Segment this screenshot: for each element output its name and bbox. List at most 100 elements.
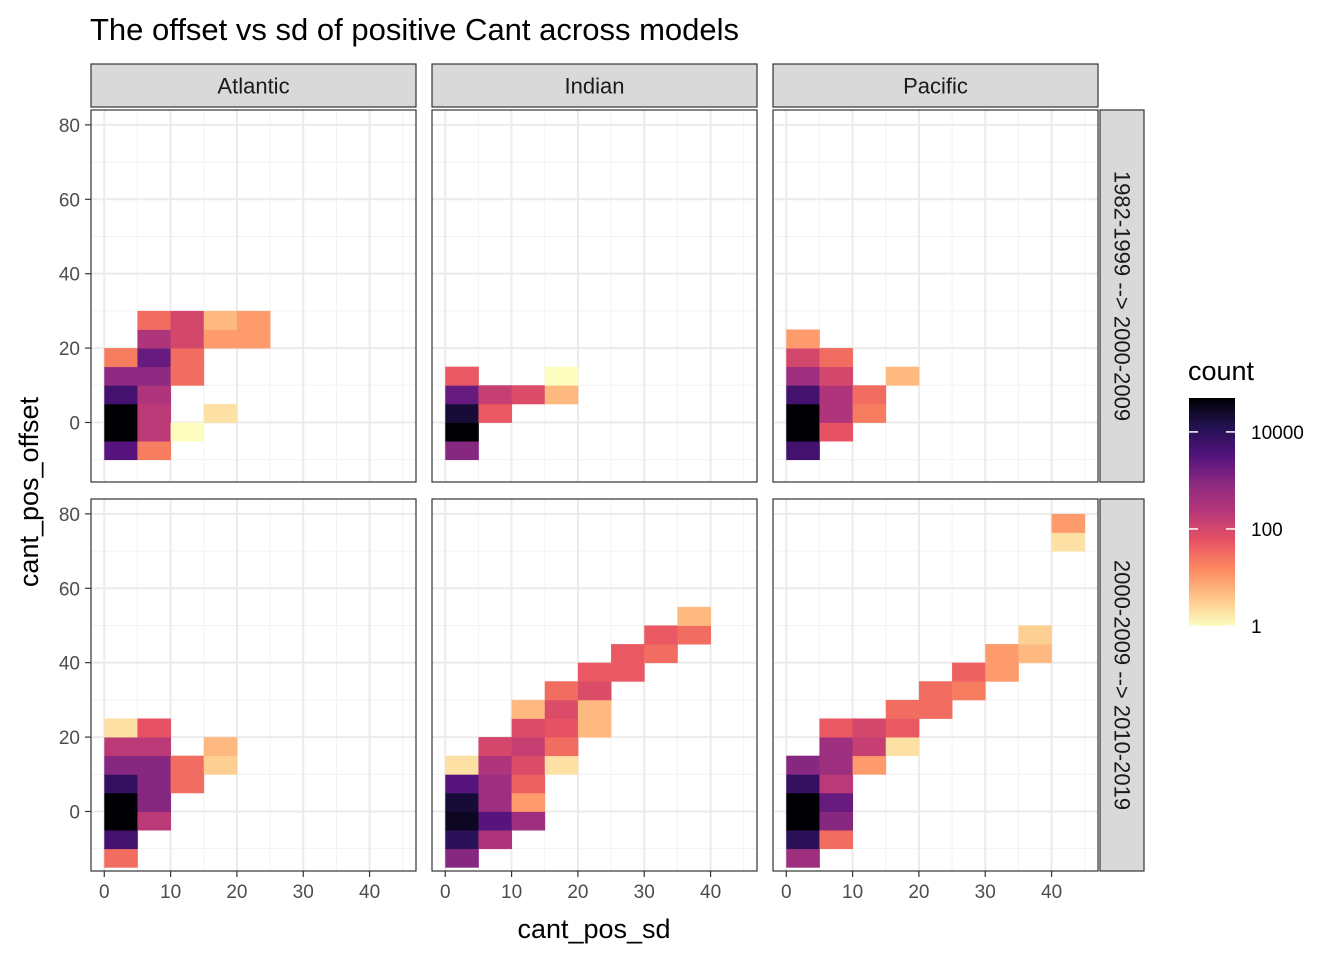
heatmap-tile [544,385,579,405]
heatmap-tile [170,366,205,386]
x-tick-label: 0 [99,882,110,903]
panel-indian-row-2 [431,498,758,872]
heatmap-tile [786,422,820,442]
heatmap-tile [852,403,887,423]
heatmap-tile [137,737,171,757]
strip-atlantic: Atlantic [90,63,417,108]
heatmap-tile [819,385,853,405]
heatmap-tile [786,348,820,368]
heatmap-tile [137,329,171,349]
heatmap-tile [644,625,678,645]
x-tick-label: 40 [700,882,721,903]
heatmap-tile [104,718,138,738]
strip-background [772,63,1099,108]
heatmap-tile [104,848,138,868]
x-tick-label: 20 [908,882,929,903]
heatmap-tile [445,422,479,442]
heatmap-tile [236,329,271,349]
color-legend: count 10000 100 1 [1188,356,1304,638]
heatmap-tile [170,774,205,794]
heatmap-tile [511,755,546,775]
heatmap-tile [985,644,1019,664]
heatmap-tile [137,310,171,330]
strip-pacific: Pacific [772,63,1099,108]
y-tick-label: 20 [59,728,80,749]
panel-border [772,109,1099,483]
strip-background [90,63,417,108]
heatmap-tile [1018,644,1052,664]
y-tick-label: 0 [69,802,80,823]
heatmap-tile [137,348,171,368]
heatmap-tile [170,755,205,775]
heatmap-tile [203,755,238,775]
heatmap-tile [511,811,546,831]
heatmap-tile [852,755,887,775]
heatmap-tile [445,830,479,850]
heatmap-tile [445,811,479,831]
heatmap-tile [104,737,138,757]
panel-indian-row-1 [431,109,758,483]
heatmap-tile [104,441,138,461]
heatmap-tile [577,662,612,682]
heatmap-tile [104,792,138,812]
heatmap-tile [170,329,205,349]
heatmap-tile [104,755,138,775]
panel-border [431,109,758,483]
heatmap-tile [478,755,512,775]
chart-title: The offset vs sd of positive Cant across… [90,12,739,47]
heatmap-tile [786,329,820,349]
heatmap-tile [478,737,512,757]
heatmap-tile [137,403,171,423]
heatmap-tile [544,366,579,386]
strip-label: Indian [565,74,625,99]
y-tick-label: 0 [69,413,80,434]
heatmap-tile [786,792,820,812]
heatmap-tile [1051,513,1086,533]
heatmap-tile [677,606,711,626]
heatmap-tile [1051,532,1086,552]
heatmap-tile [819,348,853,368]
x-tick-label: 0 [440,882,451,903]
heatmap-tile [511,718,546,738]
heatmap-tile [511,792,546,812]
heatmap-tile [104,830,138,850]
heatmap-tile [445,441,479,461]
heatmap-tile [137,792,171,812]
heatmap-tile [445,774,479,794]
heatmap-tile [511,737,546,757]
heatmap-tile [478,385,512,405]
heatmap-tile [819,755,853,775]
y-axis-title: cant_pos_offset [14,396,44,587]
heatmap-tile [137,718,171,738]
heatmap-tile [170,310,205,330]
heatmap-tile [819,830,853,850]
y-tick-label: 20 [59,339,80,360]
heatmap-tile [203,737,238,757]
panel-border [90,109,417,483]
strip-background [431,63,758,108]
heatmap-tile [137,422,171,442]
heatmap-tile [786,403,820,423]
axes: 0 20 40 60 80 0 20 40 60 80 0 10 20 30 40 0 10 20 30 40 0 10 2… [59,116,1062,903]
legend-label: 1 [1251,617,1262,638]
heatmap-tile [885,718,920,738]
heatmap-tile [511,699,546,719]
heatmap-tile [819,774,853,794]
heatmap-tile [885,699,920,719]
strip-label: 2000-2009 --> 2010-2019 [1110,560,1135,810]
heatmap-tile [544,699,579,719]
heatmap-tile [544,718,579,738]
heatmap-tile [611,662,645,682]
x-tick-label: 10 [160,882,181,903]
heatmap-tile [577,718,612,738]
heatmap-tile [786,830,820,850]
heatmap-tile [170,348,205,368]
x-tick-label: 30 [975,882,996,903]
heatmap-tile [544,681,579,701]
strip-label: 1982-1999 --> 2000-2009 [1110,171,1135,421]
heatmap-tile [885,366,920,386]
strip-label: Atlantic [217,74,289,99]
heatmap-tile [203,310,238,330]
legend-colorbar [1189,398,1235,626]
